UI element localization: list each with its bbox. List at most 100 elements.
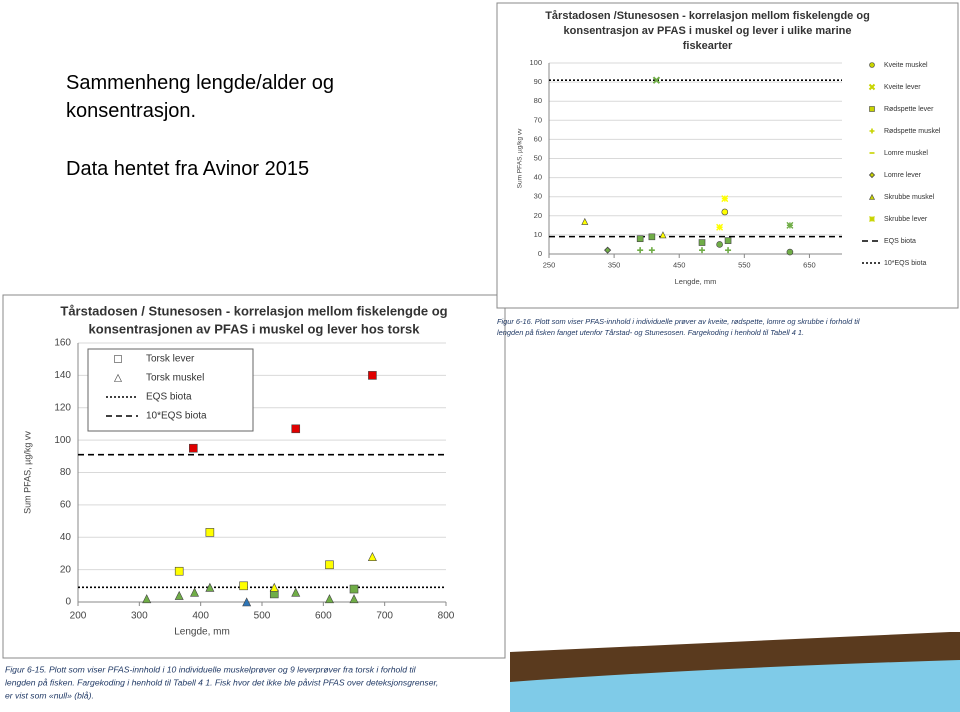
marker bbox=[242, 597, 252, 607]
y-tick-label: 20 bbox=[534, 211, 542, 220]
marker bbox=[698, 239, 706, 246]
marker bbox=[725, 247, 732, 254]
caption: lengden på fisken fanget utenfor Tårstad… bbox=[497, 328, 804, 337]
y-tick-label: 40 bbox=[60, 532, 72, 543]
y-tick-label: 10 bbox=[534, 230, 542, 239]
marker bbox=[269, 582, 279, 592]
marker bbox=[648, 233, 656, 241]
legend-label: Torsk muskel bbox=[146, 373, 204, 384]
legend-label: Kveite lever bbox=[884, 84, 921, 91]
legend-label: Lomre muskel bbox=[884, 150, 928, 157]
marker bbox=[581, 217, 589, 225]
y-tick-label: 160 bbox=[54, 338, 71, 349]
marker bbox=[868, 83, 876, 91]
marker bbox=[659, 231, 667, 239]
x-tick-label: 500 bbox=[254, 611, 271, 622]
chart-title: Tårstadosen / Stunesosen - korrelasjon m… bbox=[60, 303, 447, 318]
marker bbox=[699, 247, 706, 254]
legend-label: EQS biota bbox=[146, 392, 192, 403]
marker bbox=[636, 235, 644, 243]
x-tick-label: 450 bbox=[673, 260, 686, 269]
chart-title: konsentrasjonen av PFAS i muskel og leve… bbox=[89, 321, 421, 336]
legend-label: 10*EQS biota bbox=[884, 260, 927, 267]
y-tick-label: 30 bbox=[534, 192, 542, 201]
marker bbox=[869, 128, 875, 134]
chart-frame bbox=[496, 2, 959, 309]
marker bbox=[869, 106, 875, 112]
decoration bbox=[510, 660, 960, 712]
legend-label: Torsk lever bbox=[146, 354, 195, 365]
slide-text: konsentrasjon. bbox=[66, 100, 197, 122]
marker bbox=[648, 247, 655, 254]
marker bbox=[291, 424, 301, 434]
marker bbox=[349, 584, 359, 594]
chart-title: fiskearter bbox=[683, 40, 733, 52]
marker bbox=[189, 443, 198, 453]
x-axis-label: Lengde, mm bbox=[174, 627, 230, 638]
legend-label: Kveite muskel bbox=[884, 62, 928, 69]
chart-frame bbox=[2, 294, 506, 659]
marker bbox=[637, 247, 644, 254]
y-tick-label: 20 bbox=[60, 564, 72, 575]
marker bbox=[716, 241, 723, 248]
marker bbox=[721, 195, 729, 203]
legend-label: Lomre lever bbox=[884, 172, 922, 179]
caption: Figur 6-16. Plott som viser PFAS-innhold… bbox=[497, 317, 860, 326]
x-axis-label: Lengde, mm bbox=[675, 277, 717, 286]
marker bbox=[869, 216, 875, 222]
marker bbox=[604, 246, 612, 254]
y-tick-label: 60 bbox=[60, 500, 72, 511]
y-axis-label: Sum PFAS, µg/kg vv bbox=[22, 431, 32, 514]
y-tick-label: 50 bbox=[534, 153, 542, 162]
marker bbox=[368, 371, 377, 380]
marker bbox=[114, 355, 122, 363]
marker bbox=[716, 223, 724, 231]
marker bbox=[291, 587, 301, 597]
marker bbox=[174, 566, 184, 576]
y-axis-label: Sum PFAS, µg/kg vv bbox=[517, 128, 524, 188]
x-tick-label: 400 bbox=[192, 611, 209, 622]
y-tick-label: 90 bbox=[534, 77, 542, 86]
marker bbox=[325, 560, 334, 570]
marker bbox=[174, 590, 184, 600]
marker bbox=[724, 237, 732, 244]
y-tick-label: 70 bbox=[534, 115, 542, 124]
legend-label: EQS biota bbox=[884, 238, 916, 245]
x-tick-label: 250 bbox=[543, 260, 556, 269]
y-tick-label: 60 bbox=[534, 134, 542, 143]
marker bbox=[869, 62, 875, 68]
marker bbox=[239, 581, 248, 591]
marker bbox=[869, 193, 875, 200]
y-tick-label: 40 bbox=[534, 173, 542, 182]
x-tick-label: 700 bbox=[376, 611, 393, 622]
x-tick-label: 650 bbox=[803, 260, 816, 269]
y-tick-label: 0 bbox=[65, 597, 71, 608]
marker bbox=[190, 587, 200, 597]
caption: er vist som «null» (blå). bbox=[5, 690, 94, 700]
caption: lengden på fisken. Fargekoding i henhold… bbox=[5, 677, 438, 687]
y-tick-label: 0 bbox=[538, 249, 542, 258]
y-tick-label: 120 bbox=[54, 402, 71, 413]
legend-label: Rødspette lever bbox=[884, 106, 934, 113]
marker bbox=[721, 208, 729, 216]
x-tick-label: 200 bbox=[70, 611, 87, 622]
caption: Figur 6-15. Plott som viser PFAS-innhold… bbox=[5, 664, 417, 674]
y-tick-label: 100 bbox=[54, 435, 71, 446]
marker bbox=[324, 594, 334, 604]
marker bbox=[205, 582, 215, 592]
y-tick-label: 80 bbox=[534, 96, 542, 105]
x-tick-label: 350 bbox=[608, 260, 621, 269]
marker bbox=[349, 594, 359, 604]
x-tick-label: 550 bbox=[738, 260, 751, 269]
y-tick-label: 140 bbox=[54, 370, 71, 381]
marker bbox=[114, 373, 122, 382]
marker bbox=[205, 528, 215, 537]
marker bbox=[367, 552, 377, 561]
marker bbox=[652, 76, 661, 84]
x-tick-label: 600 bbox=[315, 611, 332, 622]
chart-title: Tårstadosen /Stunesosen - korrelasjon me… bbox=[545, 10, 870, 22]
marker bbox=[142, 594, 152, 604]
x-tick-label: 800 bbox=[438, 611, 455, 622]
